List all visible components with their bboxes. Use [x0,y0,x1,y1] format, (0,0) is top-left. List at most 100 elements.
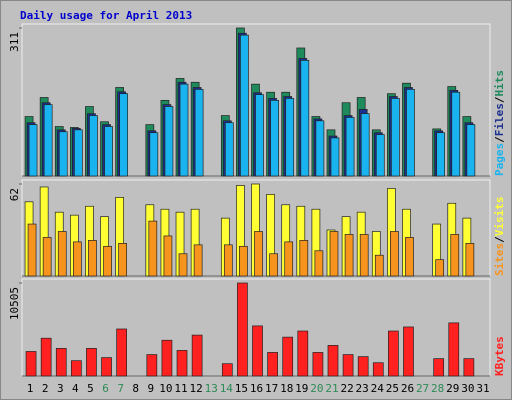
bar [300,60,310,177]
legend-entry: Hits [493,70,506,97]
y-tick-label: 311 [8,32,21,52]
x-tick-label: 1 [27,382,34,395]
bar [448,322,460,377]
bar [164,106,174,177]
legend-separator: / [493,96,506,103]
bar [433,358,445,377]
x-tick-label: 25 [386,382,399,395]
legend-entry: KBytes [493,336,506,376]
bar [435,259,445,277]
y-tick-label: 10505 [8,287,21,320]
bar [221,363,233,377]
x-tick-label: 29 [446,382,459,395]
bar [86,348,97,377]
bar [285,98,295,177]
bar [28,124,38,177]
bar [57,231,67,277]
bar [329,231,339,277]
bar [193,244,203,277]
bar [267,352,278,377]
bar [360,113,370,177]
legend-separator: / [493,136,506,143]
bar [237,282,248,377]
legend: Pages/Files/Hits [493,70,506,176]
bar [178,253,188,277]
x-tick-label: 16 [250,382,263,395]
bar [463,358,475,377]
x-tick-label: 2 [42,382,49,395]
bar [116,328,127,377]
legend-entry: Sites [493,243,506,276]
legend-entry: Pages [493,143,506,176]
bar [148,220,158,277]
x-tick-label: 28 [431,382,444,395]
bar [103,245,112,277]
bar [314,250,324,277]
bar [239,245,248,277]
x-tick-label: 10 [159,382,172,395]
bar [191,334,203,377]
x-tick-label: 14 [220,382,234,395]
bar [104,126,113,177]
bar [284,241,294,277]
x-tick-label: 9 [148,382,155,395]
x-tick-label: 22 [340,382,353,395]
bar [312,352,324,377]
bar [88,240,97,277]
bar [375,134,385,177]
bar [89,115,98,177]
legend: KBytes [493,336,506,376]
bar [405,237,414,277]
bar [254,231,263,277]
bar [466,124,476,177]
x-tick-label: 7 [117,382,124,395]
bar [101,357,112,377]
bar [223,244,233,277]
x-tick-label: 13 [205,382,218,395]
bar [299,240,309,277]
bar [161,339,173,377]
bar [25,351,37,377]
bar [297,330,309,377]
bar [58,131,68,177]
bar [270,99,279,177]
bar [282,336,294,377]
legend: Sites/Visits [493,197,506,277]
bar [359,234,369,277]
bar [176,350,188,377]
x-tick-label: 12 [189,382,202,395]
bar [465,243,475,277]
x-tick-label: 30 [461,382,474,395]
bar [119,93,128,177]
bar [149,132,159,177]
x-tick-label: 3 [57,382,64,395]
bar [43,104,53,177]
bar [240,34,249,177]
bar [451,91,461,177]
x-tick-label: 31 [476,382,489,395]
bar [40,337,52,377]
bar [330,137,340,177]
x-tick-label: 15 [235,382,248,395]
x-tick-label: 11 [174,382,187,395]
x-tick-label: 6 [102,382,109,395]
bar [344,234,354,277]
bar [72,241,82,277]
bar [252,325,263,377]
x-tick-label: 8 [132,382,139,395]
chart-title: Daily usage for April 2013 [20,9,192,22]
bar [70,360,82,377]
bar [118,243,127,277]
bar [374,254,384,277]
bar [450,234,460,277]
bar [406,89,415,177]
x-tick-label: 27 [416,382,429,395]
legend-separator: / [493,236,506,243]
x-tick-label: 5 [87,382,94,395]
y-tick-label: 62 [8,188,21,201]
bar [224,122,234,177]
legend-entry: Visits [493,197,506,237]
bar [390,231,399,277]
bar [388,330,399,377]
